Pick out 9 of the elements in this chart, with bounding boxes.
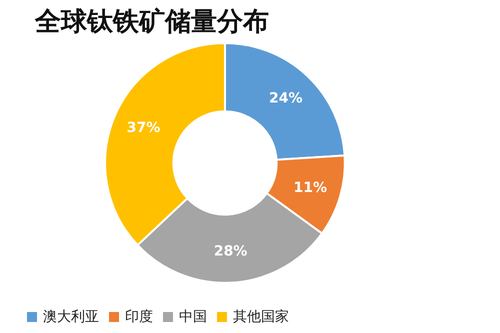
chart-title: 全球钛铁矿储量分布 [34,7,269,37]
data-label: 24% [268,90,303,106]
legend-label: 中国 [179,309,207,325]
legend-label: 澳大利亚 [43,309,99,325]
data-label: 37% [126,120,160,136]
data-label: 28% [214,244,248,260]
legend-label: 印度 [125,309,153,325]
data-label: 11% [293,180,327,196]
legend-label: 其他国家 [233,309,289,325]
